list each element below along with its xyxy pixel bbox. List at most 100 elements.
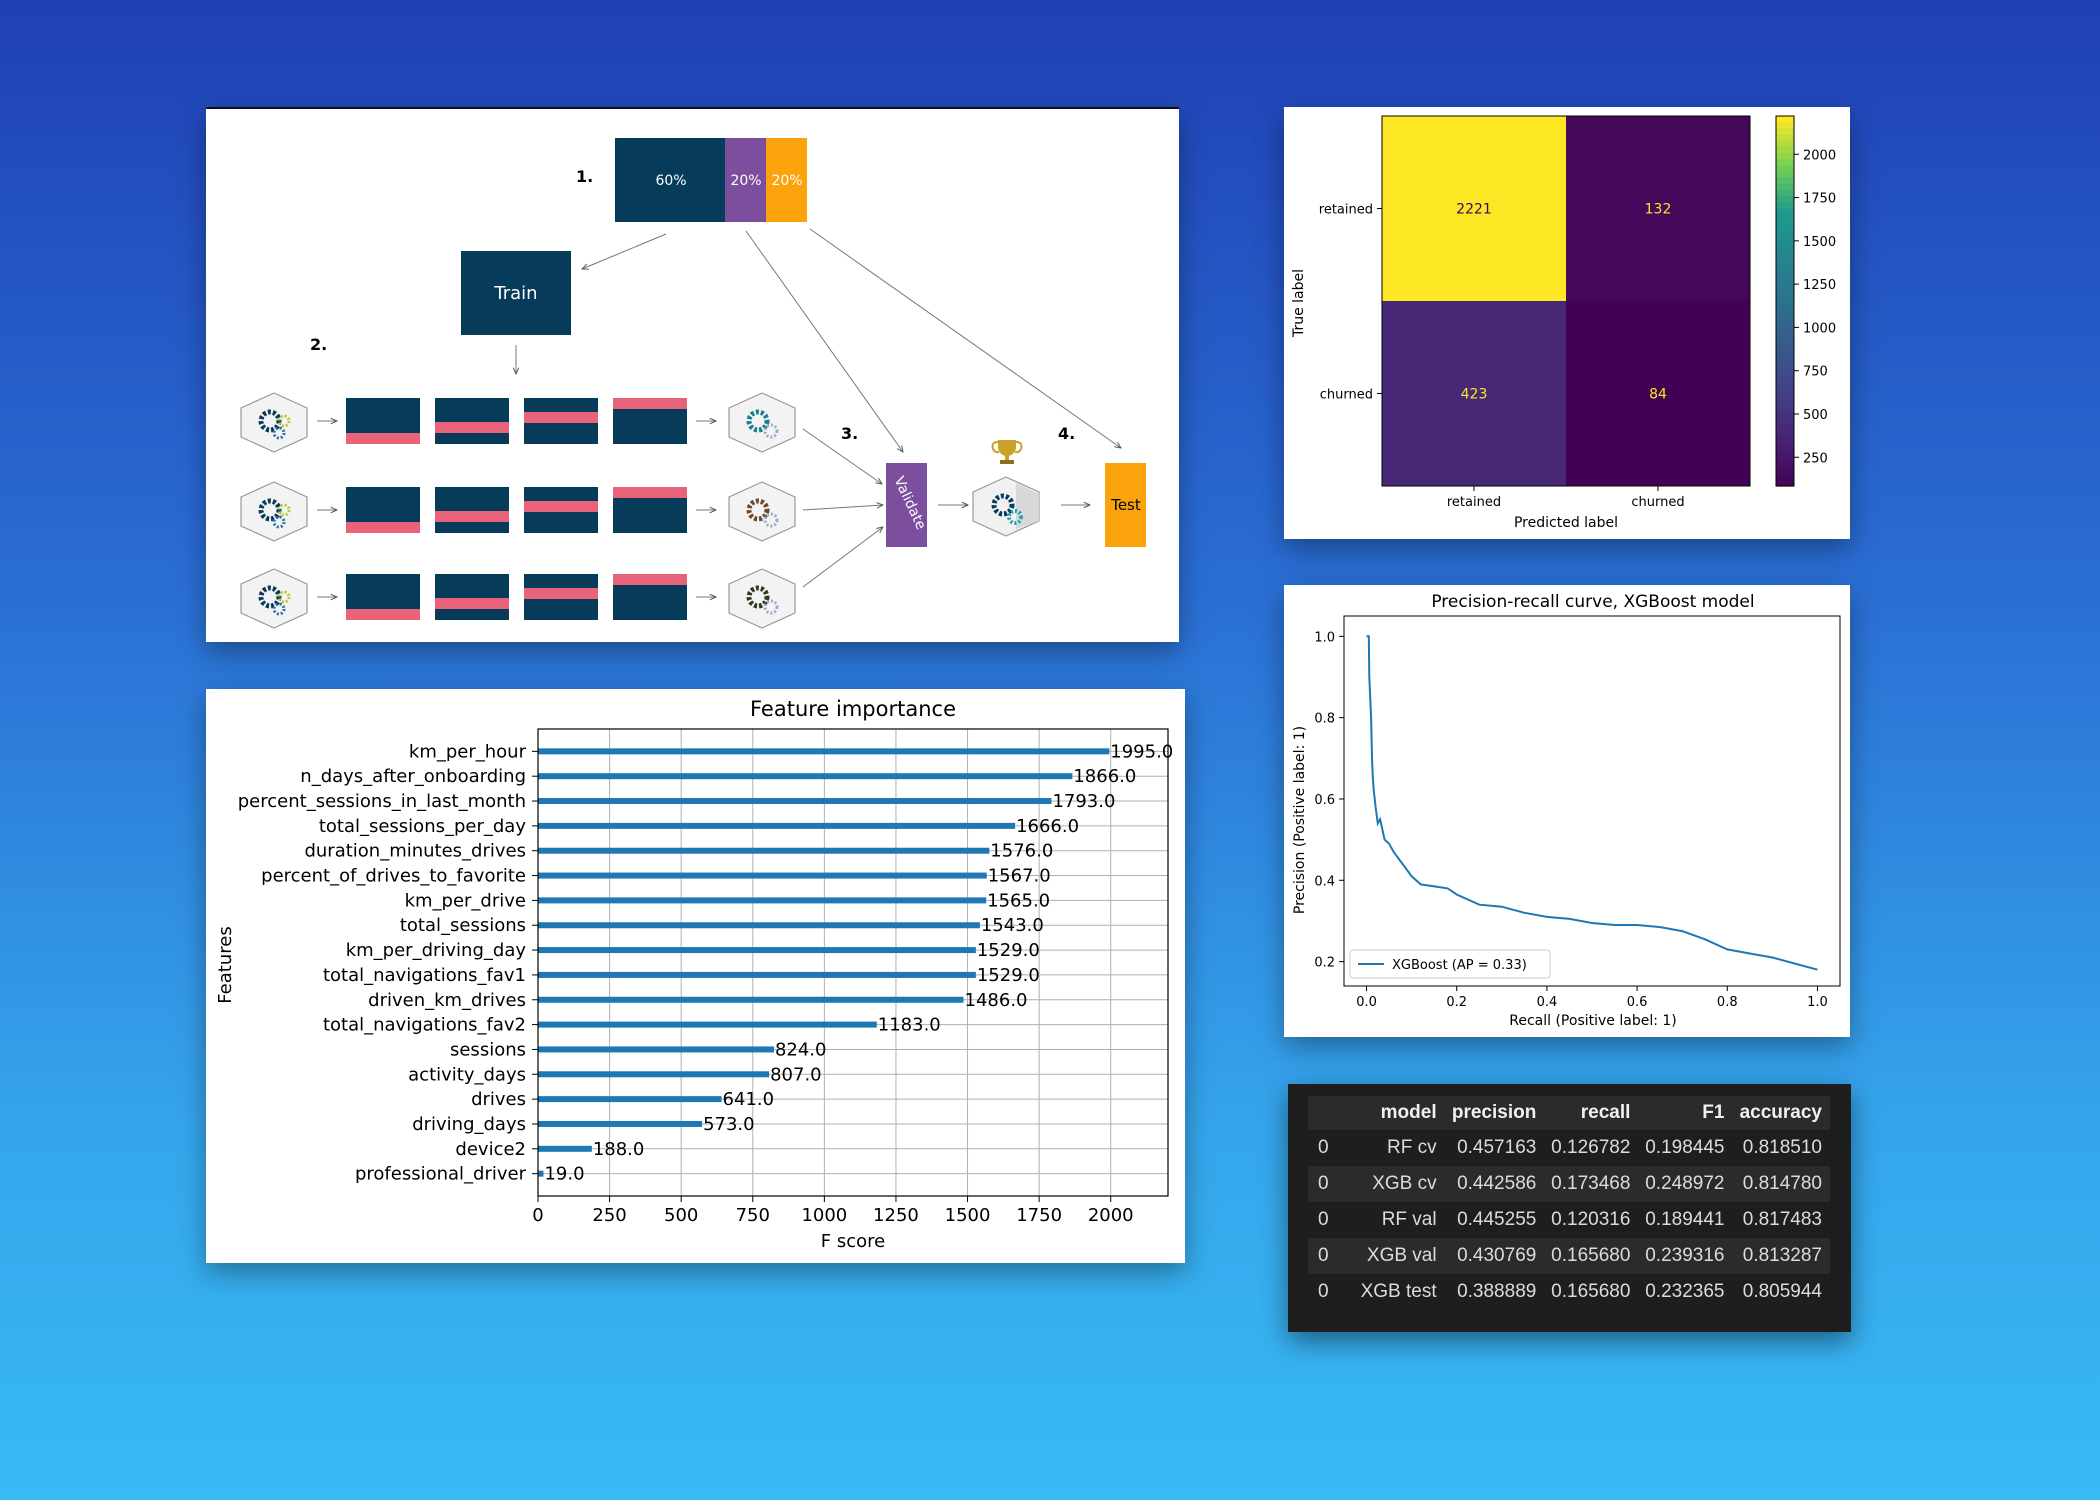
fold-validation-band bbox=[346, 522, 420, 533]
table-cell-precision: 0.442586 bbox=[1457, 1173, 1537, 1194]
confusion-x-tick-label: churned bbox=[1631, 495, 1684, 510]
fi-bar-value-label: 1866.0 bbox=[1073, 766, 1136, 787]
confusion-cell bbox=[1382, 301, 1566, 486]
gear-model-icon bbox=[240, 481, 308, 542]
confusion-cell-value: 132 bbox=[1645, 202, 1672, 218]
colorbar-segment bbox=[1776, 399, 1794, 407]
fi-category-label: sessions bbox=[450, 1039, 526, 1060]
pr-y-tick-label: 1.0 bbox=[1314, 630, 1335, 645]
colorbar-segment bbox=[1776, 208, 1794, 216]
arrow-icon bbox=[802, 505, 883, 511]
test-split-segment bbox=[766, 138, 807, 222]
colorbar-segment bbox=[1776, 350, 1794, 358]
fi-bar-value-label: 1529.0 bbox=[977, 940, 1040, 961]
colorbar-segment bbox=[1776, 190, 1794, 197]
validate-split-segment bbox=[725, 138, 766, 222]
table-cell-accuracy: 0.805944 bbox=[1742, 1281, 1822, 1302]
colorbar-segment bbox=[1776, 418, 1794, 425]
pr-x-tick-label: 0.0 bbox=[1356, 995, 1377, 1010]
colorbar-segment bbox=[1776, 183, 1794, 191]
table-cell-precision: 0.388889 bbox=[1457, 1281, 1537, 1302]
colorbar-segment bbox=[1776, 276, 1794, 284]
fi-category-label: km_per_drive bbox=[405, 890, 526, 911]
pr-y-axis-label: Precision (Positive label: 1) bbox=[1292, 726, 1308, 914]
table-cell-f1: 0.232365 bbox=[1645, 1281, 1725, 1302]
colorbar-segment bbox=[1776, 325, 1794, 333]
step-label-2: 2. bbox=[310, 335, 327, 354]
fold-validation-band bbox=[435, 511, 509, 522]
gear-model-icon bbox=[240, 392, 308, 453]
confusion-y-axis-label: True label bbox=[1291, 269, 1307, 338]
table-cell-model: XGB test bbox=[1360, 1281, 1437, 1302]
split-label-test: 20% bbox=[771, 173, 802, 189]
fi-category-label: n_days_after_onboarding bbox=[300, 766, 526, 787]
fi-category-label: percent_of_drives_to_favorite bbox=[261, 866, 526, 887]
colorbar-segment bbox=[1776, 362, 1794, 370]
fi-bar bbox=[538, 1145, 592, 1152]
trained-model-icon bbox=[728, 568, 796, 629]
colorbar-segment bbox=[1776, 375, 1794, 382]
split-label-validate: 20% bbox=[730, 173, 761, 189]
table-cell-precision: 0.430769 bbox=[1457, 1245, 1537, 1266]
colorbar-segment bbox=[1776, 424, 1794, 432]
confusion-frame bbox=[1381, 115, 1751, 487]
colorbar-tick-label: 1500 bbox=[1803, 235, 1836, 250]
fi-title: Feature importance bbox=[750, 697, 956, 721]
gear-model-icon bbox=[240, 568, 308, 629]
fi-bar bbox=[538, 847, 990, 854]
fi-x-tick-label: 1750 bbox=[1016, 1205, 1062, 1226]
fi-category-label: percent_sessions_in_last_month bbox=[238, 791, 526, 812]
colorbar-segment bbox=[1776, 202, 1794, 210]
colorbar-tick-label: 2000 bbox=[1803, 148, 1836, 163]
fi-category-label: total_sessions bbox=[400, 915, 526, 936]
table-cell-precision: 0.457163 bbox=[1457, 1137, 1537, 1158]
table-cell-precision: 0.445255 bbox=[1457, 1209, 1537, 1230]
pr-x-tick-label: 0.2 bbox=[1446, 995, 1467, 1010]
fold-block bbox=[435, 574, 509, 620]
table-header-f1: F1 bbox=[1702, 1102, 1725, 1123]
train-split-segment bbox=[615, 138, 725, 222]
colorbar-tick-label: 500 bbox=[1803, 408, 1828, 423]
arrow-icon bbox=[809, 228, 1121, 448]
arrow-icon bbox=[802, 527, 883, 588]
pr-x-tick-label: 1.0 bbox=[1807, 995, 1828, 1010]
colorbar-segment bbox=[1776, 245, 1794, 253]
table-cell-recall: 0.165680 bbox=[1551, 1281, 1631, 1302]
pr-y-tick-label: 0.4 bbox=[1314, 874, 1335, 889]
colorbar-segment bbox=[1776, 159, 1794, 166]
table-cell-f1: 0.198445 bbox=[1645, 1137, 1725, 1158]
fi-bar-value-label: 1183.0 bbox=[878, 1015, 941, 1036]
fi-bar bbox=[538, 773, 1073, 780]
fi-x-tick-label: 0 bbox=[532, 1205, 543, 1226]
fi-bar bbox=[538, 971, 976, 978]
pr-x-tick-label: 0.6 bbox=[1627, 995, 1648, 1010]
table-row: 0 RF val 0.445255 0.120316 0.189441 0.81… bbox=[1308, 1202, 1830, 1238]
table-cell-f1: 0.189441 bbox=[1645, 1209, 1725, 1230]
step-label-4: 4. bbox=[1058, 424, 1075, 443]
cross-validation-rows bbox=[240, 392, 883, 629]
table-cell-accuracy: 0.818510 bbox=[1742, 1137, 1822, 1158]
fi-x-axis-label: F score bbox=[821, 1231, 885, 1252]
table-cell-accuracy: 0.813287 bbox=[1742, 1245, 1822, 1266]
pr-legend-label: XGBoost (AP = 0.33) bbox=[1392, 958, 1527, 973]
fold-validation-band bbox=[524, 412, 598, 423]
colorbar-segment bbox=[1776, 270, 1794, 277]
colorbar-segment bbox=[1776, 313, 1794, 321]
table-cell-index: 0 bbox=[1318, 1281, 1329, 1302]
fi-bar-value-label: 824.0 bbox=[775, 1039, 827, 1060]
colorbar-segment bbox=[1776, 257, 1794, 265]
train-label: Train bbox=[493, 283, 537, 304]
fi-bar-value-label: 1576.0 bbox=[990, 841, 1053, 862]
pr-y-tick-label: 0.8 bbox=[1314, 712, 1335, 727]
confusion-matrix-card: 2221 132 423 84 retained churned retained churn… bbox=[1284, 107, 1850, 539]
table-header-recall: recall bbox=[1580, 1102, 1631, 1123]
colorbar-segment bbox=[1776, 473, 1794, 481]
colorbar-segment bbox=[1776, 387, 1794, 395]
colorbar-segment bbox=[1776, 405, 1794, 413]
colorbar-segment bbox=[1776, 146, 1794, 154]
fold-block bbox=[435, 487, 509, 533]
train-box bbox=[461, 251, 571, 335]
colorbar-segment bbox=[1776, 294, 1794, 302]
colorbar-segment bbox=[1776, 251, 1794, 259]
table-cell-index: 0 bbox=[1318, 1209, 1329, 1230]
